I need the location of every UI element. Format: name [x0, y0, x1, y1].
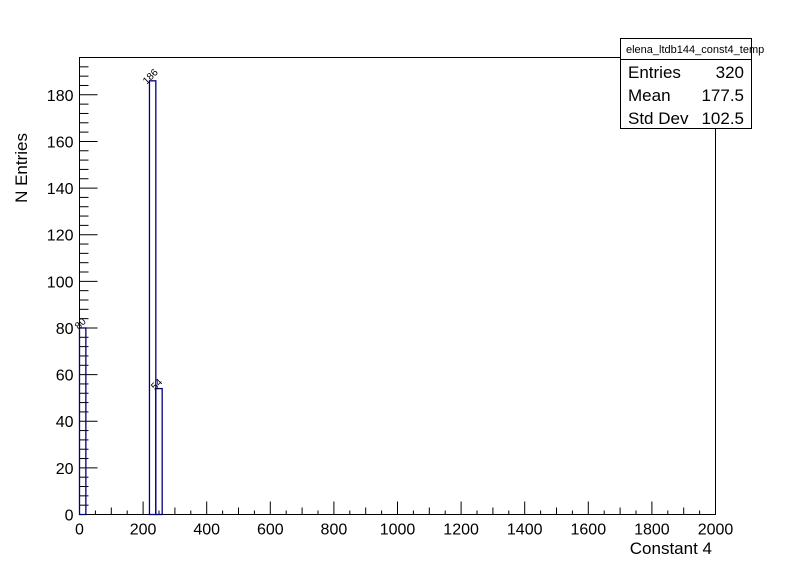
x-tick-label: 400 [193, 522, 220, 539]
y-tick-label: 0 [65, 508, 74, 525]
y-tick-label: 60 [56, 368, 74, 385]
x-tick-label: 1200 [443, 522, 479, 539]
histogram-bin [155, 387, 163, 516]
bin-value-label: 54 [149, 377, 165, 393]
stats-box: elena_ltdb144_const4_temp Entries 320 Me… [620, 38, 764, 129]
y-tick-label: 20 [56, 461, 74, 478]
histogram-bin [148, 80, 157, 516]
stats-stddev-value: 102.5 [701, 109, 744, 128]
x-tick-label: 2000 [698, 522, 734, 539]
x-tick-label: 1000 [380, 522, 416, 539]
x-axis-ticks: 0 200 400 600 800 1000 1200 1400 1600 1800 2000 [75, 501, 734, 539]
y-tick-label: 80 [56, 321, 74, 338]
histogram-bars [78, 80, 163, 516]
stats-stddev-name: Std Dev [628, 109, 689, 128]
stats-entries-name: Entries [628, 63, 681, 82]
y-axis-label: N Entries [12, 133, 31, 203]
x-tick-label: 1400 [507, 522, 543, 539]
x-tick-label: 1600 [571, 522, 607, 539]
y-tick-label: 180 [47, 88, 74, 105]
x-tick-label: 0 [75, 522, 84, 539]
y-tick-label: 120 [47, 228, 74, 245]
stats-mean-name: Mean [628, 86, 671, 105]
stats-entries-value: 320 [716, 63, 744, 82]
x-tick-label: 1800 [634, 522, 670, 539]
y-tick-label: 140 [47, 181, 74, 198]
stats-mean-value: 177.5 [701, 86, 744, 105]
y-tick-label: 40 [56, 414, 74, 431]
x-tick-label: 600 [257, 522, 284, 539]
x-tick-label: 800 [321, 522, 348, 539]
x-axis-label: Constant 4 [630, 539, 712, 558]
histogram-bin [78, 327, 87, 516]
x-tick-label: 200 [130, 522, 157, 539]
y-axis-ticks: 0 20 40 60 80 100 120 140 160 180 [47, 57, 98, 525]
stats-title: elena_ltdb144_const4_temp [626, 44, 764, 56]
bin-value-label: 186 [141, 67, 161, 87]
y-tick-label: 100 [47, 274, 74, 291]
y-tick-label: 160 [47, 134, 74, 151]
